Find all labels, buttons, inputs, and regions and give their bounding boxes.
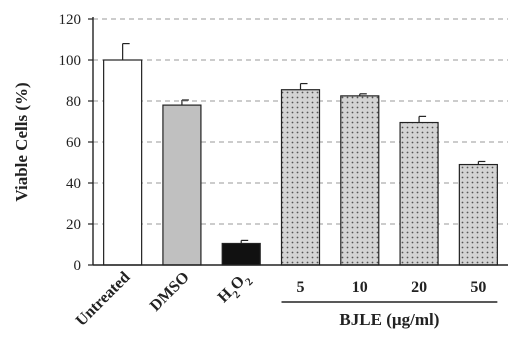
y-tick-label: 0 bbox=[74, 258, 82, 274]
x-tick-label: DMSO bbox=[147, 269, 193, 315]
y-tick-label: 20 bbox=[66, 217, 81, 233]
x-tick-label: 5 bbox=[297, 279, 305, 296]
bar-20 bbox=[399, 121, 439, 266]
y-tick-label: 60 bbox=[66, 135, 81, 151]
y-tick-label: 40 bbox=[66, 176, 81, 192]
y-axis-label: Viable Cells (%) bbox=[12, 82, 31, 201]
bar-Untreated bbox=[103, 59, 143, 266]
x-tick-label: 50 bbox=[470, 279, 486, 296]
bar-50 bbox=[458, 163, 498, 266]
y-tick-label: 100 bbox=[59, 53, 82, 69]
y-tick-labels: 0 20 40 60 80 100 120 bbox=[59, 12, 93, 274]
y-tick-label: 120 bbox=[59, 12, 82, 28]
x-tick-label: H2O2 bbox=[215, 268, 256, 309]
bar-10 bbox=[340, 95, 380, 266]
x-tick-label: 20 bbox=[411, 279, 427, 296]
bars bbox=[103, 42, 498, 266]
bar-5 bbox=[280, 89, 321, 266]
x-tick-label: 10 bbox=[352, 279, 368, 296]
bar-DMSO bbox=[162, 104, 202, 266]
bar-H2O2 bbox=[221, 242, 261, 266]
group-label: BJLE (µg/ml) bbox=[339, 310, 439, 329]
x-tick-label: Untreated bbox=[73, 269, 134, 330]
y-tick-label: 80 bbox=[66, 94, 81, 110]
